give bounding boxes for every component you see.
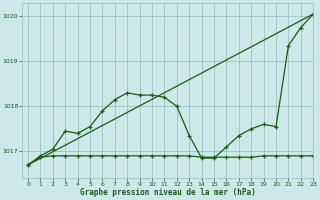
X-axis label: Graphe pression niveau de la mer (hPa): Graphe pression niveau de la mer (hPa) — [80, 188, 255, 197]
